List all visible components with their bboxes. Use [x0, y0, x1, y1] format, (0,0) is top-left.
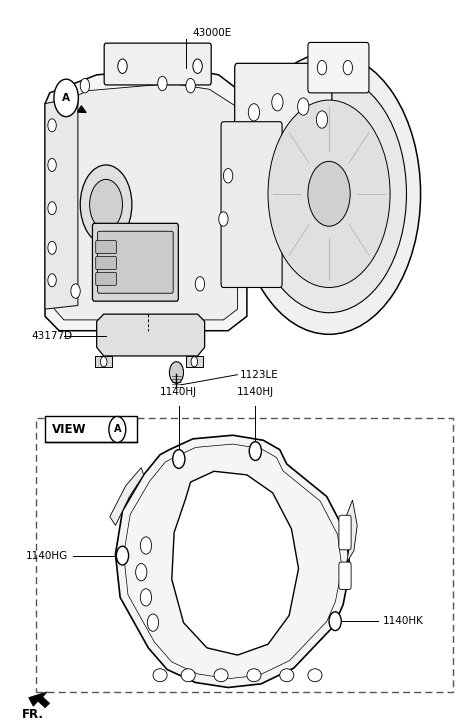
Polygon shape [186, 356, 203, 367]
Circle shape [48, 158, 57, 172]
Ellipse shape [181, 669, 195, 682]
Polygon shape [343, 500, 357, 569]
Text: 1123LE: 1123LE [240, 370, 279, 379]
Circle shape [100, 357, 107, 366]
Circle shape [238, 53, 420, 334]
Circle shape [248, 104, 259, 121]
Circle shape [343, 60, 352, 75]
Text: A: A [114, 425, 121, 435]
Circle shape [317, 60, 327, 75]
Circle shape [298, 98, 309, 115]
Polygon shape [110, 467, 143, 526]
Circle shape [170, 362, 183, 383]
Text: 1140HJ: 1140HJ [237, 387, 274, 397]
Circle shape [316, 111, 328, 128]
Circle shape [118, 59, 127, 73]
FancyBboxPatch shape [221, 121, 282, 287]
Circle shape [158, 76, 167, 91]
FancyBboxPatch shape [308, 42, 369, 93]
Circle shape [223, 169, 233, 183]
Polygon shape [45, 97, 78, 309]
Circle shape [109, 417, 126, 443]
FancyBboxPatch shape [235, 63, 332, 151]
Circle shape [80, 165, 132, 244]
Circle shape [48, 241, 57, 254]
Circle shape [48, 201, 57, 214]
Circle shape [48, 274, 57, 286]
Text: 1140HG: 1140HG [26, 550, 68, 561]
Circle shape [140, 537, 152, 554]
Polygon shape [115, 435, 350, 688]
Polygon shape [172, 471, 298, 655]
Circle shape [308, 161, 350, 226]
Circle shape [66, 86, 76, 100]
FancyBboxPatch shape [97, 231, 173, 293]
Circle shape [329, 612, 341, 630]
FancyBboxPatch shape [339, 515, 351, 550]
Circle shape [252, 75, 407, 313]
FancyBboxPatch shape [96, 241, 116, 254]
Circle shape [90, 180, 123, 230]
FancyBboxPatch shape [96, 273, 116, 285]
Circle shape [136, 563, 147, 581]
Circle shape [116, 546, 129, 565]
Text: 1140HJ: 1140HJ [160, 387, 198, 397]
Text: 43177D: 43177D [31, 331, 72, 341]
Circle shape [173, 449, 185, 468]
FancyBboxPatch shape [36, 418, 454, 692]
Circle shape [147, 614, 159, 631]
Circle shape [195, 277, 205, 291]
Circle shape [249, 442, 261, 460]
Text: VIEW: VIEW [52, 423, 86, 436]
Circle shape [191, 357, 198, 366]
Polygon shape [28, 692, 50, 707]
Polygon shape [55, 84, 238, 320]
FancyBboxPatch shape [104, 43, 211, 85]
Circle shape [80, 79, 90, 93]
Text: 1140HK: 1140HK [383, 616, 424, 626]
Polygon shape [95, 356, 112, 367]
Text: A: A [62, 93, 70, 103]
Text: 43000E: 43000E [193, 28, 232, 38]
FancyBboxPatch shape [339, 562, 351, 590]
Circle shape [54, 79, 78, 116]
Circle shape [48, 119, 57, 132]
Ellipse shape [308, 669, 322, 682]
Circle shape [186, 79, 195, 93]
Ellipse shape [153, 669, 167, 682]
Circle shape [218, 212, 228, 226]
Circle shape [140, 589, 152, 606]
Circle shape [272, 94, 283, 111]
Circle shape [71, 284, 80, 298]
Ellipse shape [214, 669, 228, 682]
Text: FR.: FR. [21, 707, 44, 720]
Circle shape [193, 59, 202, 73]
Ellipse shape [280, 669, 294, 682]
Polygon shape [45, 68, 247, 331]
Circle shape [268, 100, 390, 287]
FancyBboxPatch shape [93, 223, 178, 301]
FancyBboxPatch shape [96, 257, 116, 270]
FancyBboxPatch shape [45, 417, 137, 443]
Ellipse shape [247, 669, 261, 682]
Polygon shape [97, 314, 205, 356]
